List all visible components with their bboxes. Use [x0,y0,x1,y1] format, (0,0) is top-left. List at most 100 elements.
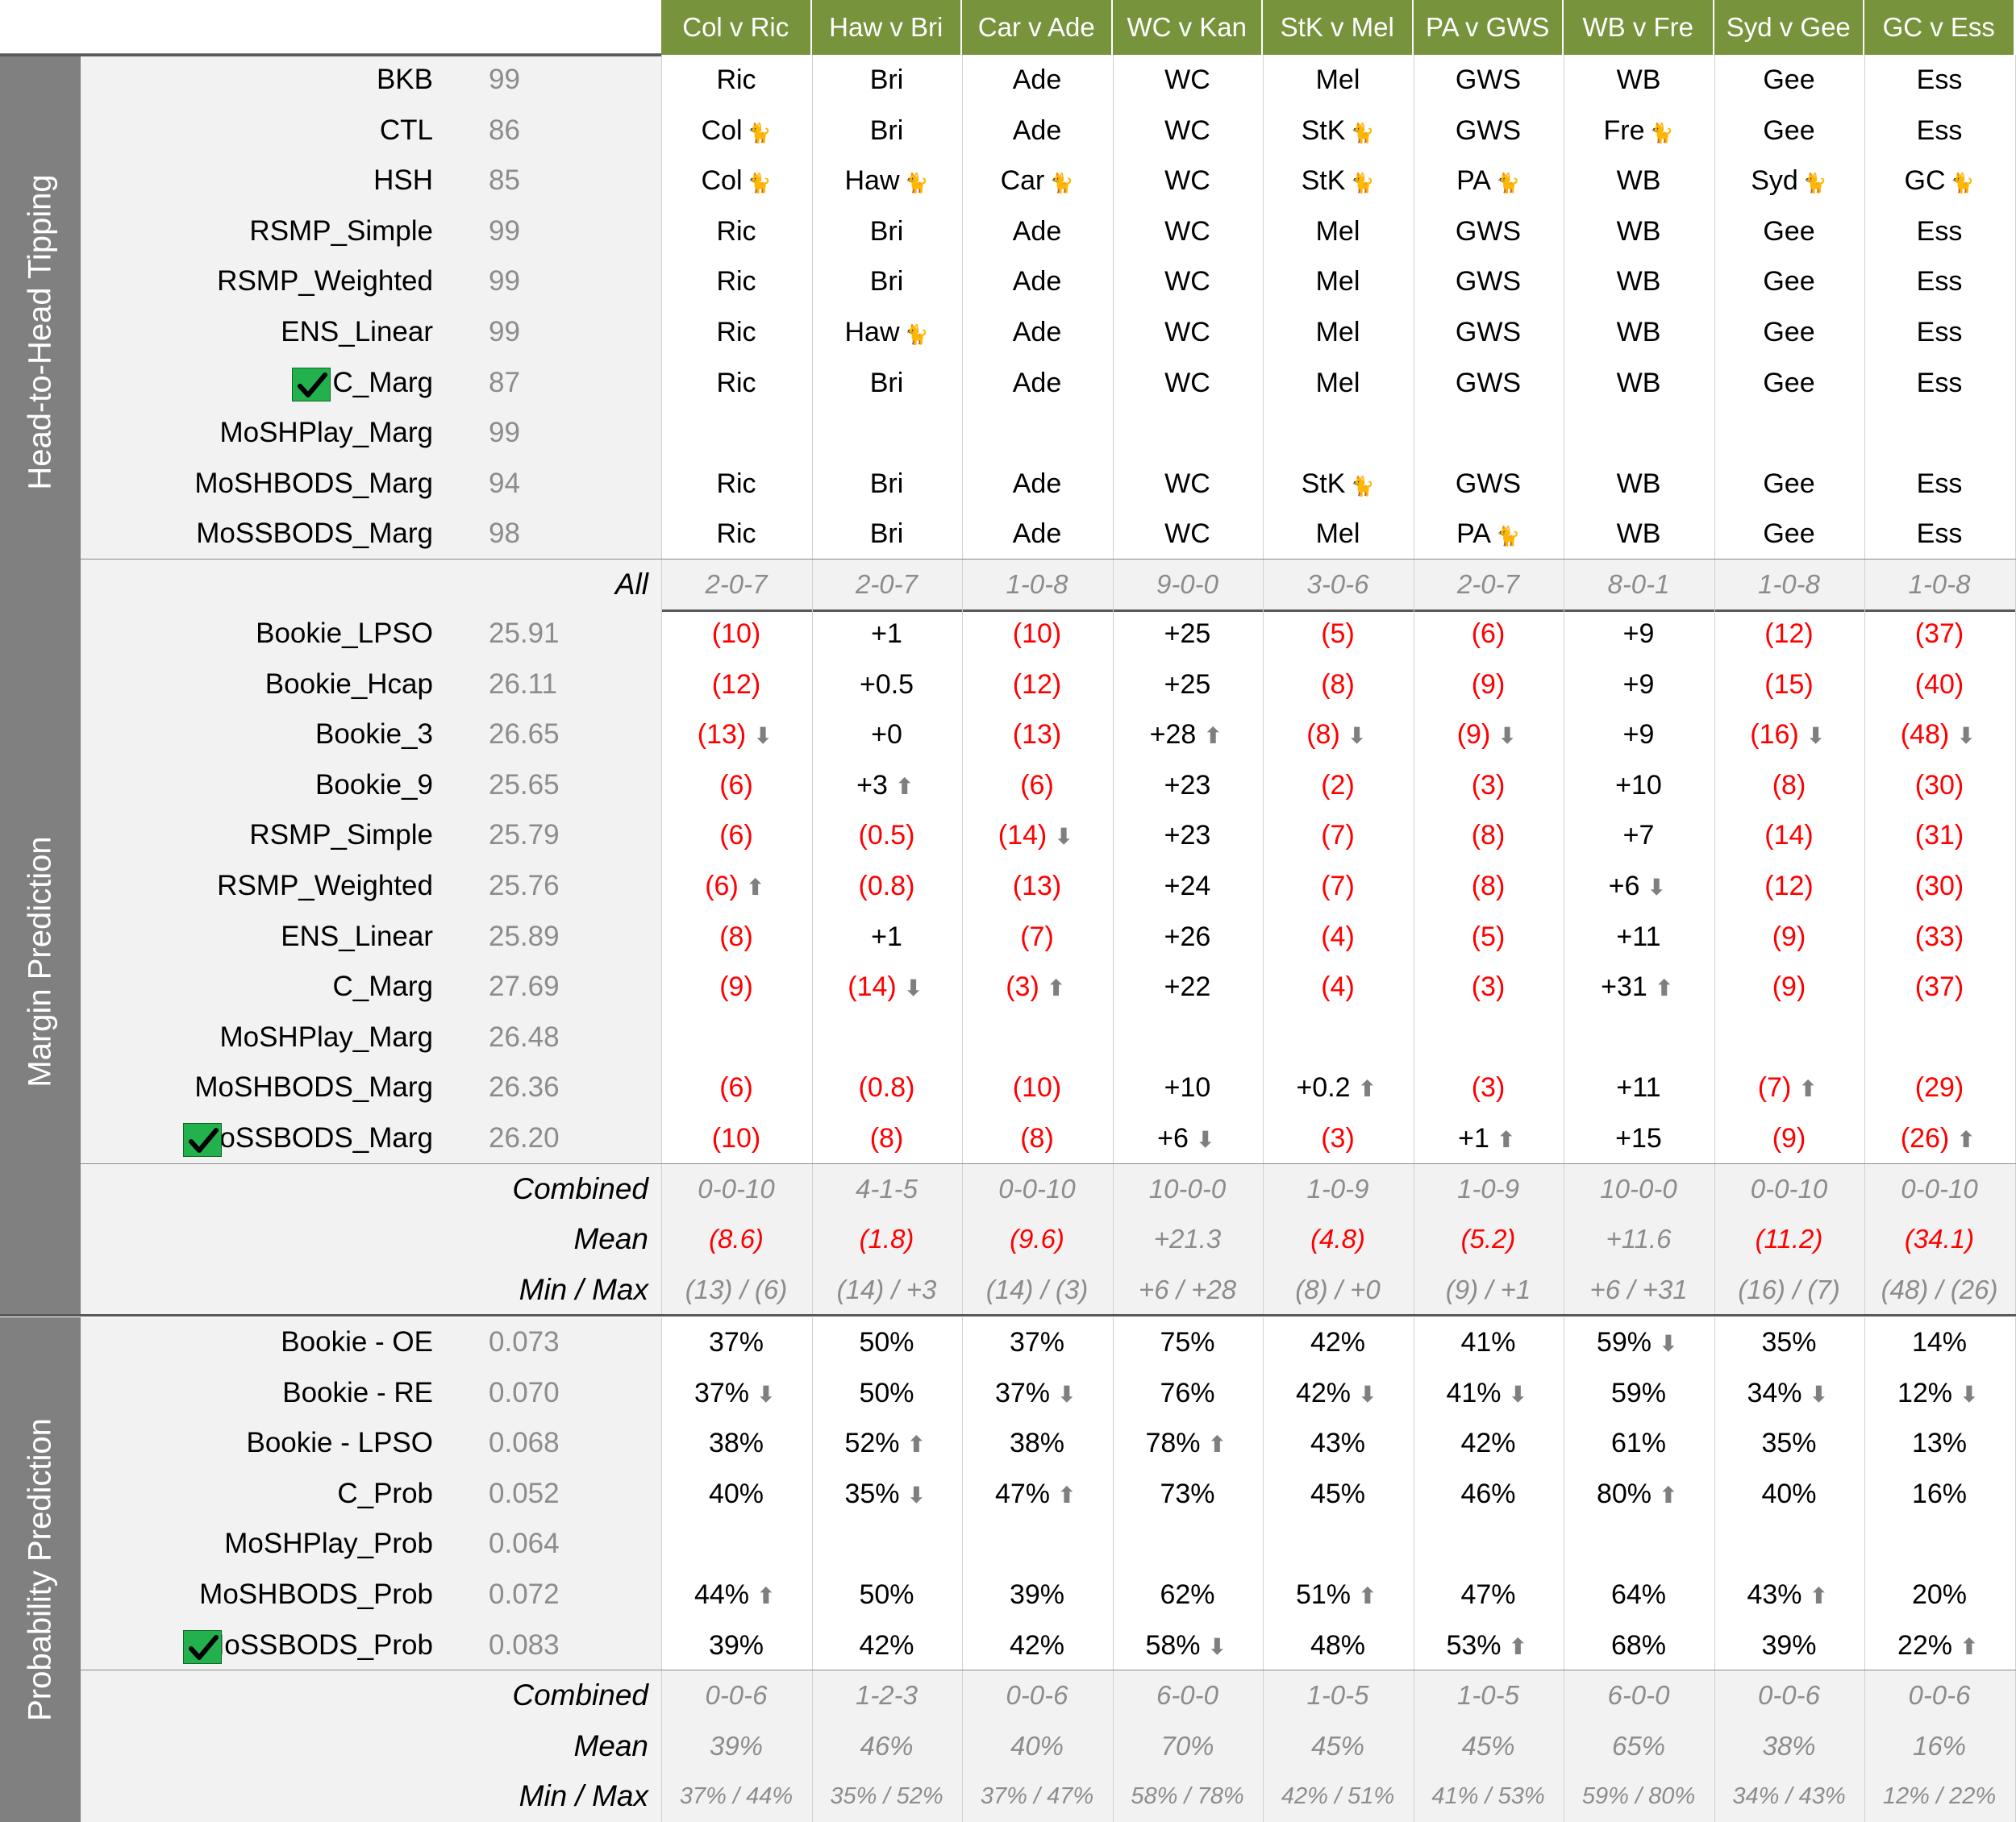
match-header-cell[interactable]: WC v Kan [1112,0,1263,55]
column-divider [1263,1317,1264,1822]
tip-cell: (0.5) [812,810,962,861]
tip-cell: WC [1113,156,1263,206]
tip-cell: +15 [1564,1113,1714,1164]
match-header-cell[interactable]: StK v Mel [1263,0,1414,55]
summary-cell: 1-0-5 [1263,1670,1413,1721]
cell-value: (31) [1914,820,1964,851]
tip-cell: +11 [1564,1063,1714,1113]
column-divider [1112,1670,1114,1822]
summary-cell: 2-0-7 [1414,559,1564,610]
cell-value: Syd [1751,165,1798,197]
summary-cell: (9.6) [962,1214,1112,1265]
column-divider [1263,1163,1264,1316]
cell-value: Ric [716,367,756,398]
cell-value: Ade [1012,114,1062,146]
cell-value: Ric [716,468,756,499]
cell-value: StK [1301,114,1346,146]
match-header-cell[interactable]: Syd v Gee [1714,0,1864,55]
tip-cell: +7 [1564,810,1714,861]
model-row: MoSHBODS_Prob 0.072 44% ⬆ 50% 39% 62% 51% ⬆ 47% 64… [81,1570,2016,1620]
tip-cell [661,1013,811,1063]
column-divider [1112,609,1114,1316]
summary-value: 0-0-6 [1908,1680,1971,1711]
tip-cell: Ric [661,509,811,559]
match-header-cell[interactable]: PA v GWS [1413,0,1564,55]
cat-icon: 🐈 [1649,122,1674,144]
cell-value: Mel [1315,518,1360,550]
tip-cell: +0.5 [812,659,962,710]
match-header-cell[interactable]: Col v Ric [661,0,812,55]
tip-cell: (10) [661,609,811,659]
arrow-down-icon: ⬇ [1057,1381,1077,1407]
summary-value: 1-2-3 [855,1680,918,1711]
cell-value: 59% [1596,1327,1652,1358]
summary-cell: 10-0-0 [1564,1164,1714,1215]
cell-value: 51% [1295,1579,1352,1610]
summary-value: (34.1) [1904,1224,1975,1254]
column-divider [1112,559,1114,610]
cell-value: (30) [1914,871,1964,901]
column-divider [2014,559,2016,610]
arrow-up-icon: ⬆ [1047,975,1066,1001]
cell-value: 20% [1911,1579,1968,1610]
tip-cell [1263,1013,1413,1063]
column-divider [1263,55,1264,610]
column-divider [1263,559,1264,610]
cat-icon: 🐈 [747,173,772,195]
summary-cell: 16% [1864,1721,2014,1772]
summary-cell: 1-0-9 [1263,1164,1413,1215]
cell-value: GC [1904,165,1946,197]
tip-cell: (8) [812,1113,962,1164]
arrow-up-icon: ⬆ [1960,1633,1979,1659]
match-header-cell[interactable]: WB v Fre [1564,0,1714,55]
column-divider [2014,1163,2016,1316]
tip-cell: Mel [1263,358,1413,409]
cell-value: (6) [1020,769,1054,801]
match-header-cell[interactable]: Haw v Bri [811,0,962,55]
section-border [0,609,2016,612]
cell-value: Gee [1763,64,1815,95]
cat-icon: 🐈 [904,324,929,346]
cell-value: +9 [1622,668,1655,700]
tip-cell: Car 🐈 [962,156,1112,206]
tip-cell: (26) ⬆ [1864,1113,2014,1164]
model-row: RSMP_Weighted 25.76 (6) ⬆ (0.8) (13) +24 (7) (8)… [81,861,2016,912]
tip-cell [812,1013,962,1063]
table-top-border [0,54,661,56]
column-divider [1864,609,1865,1316]
summary-cell: 6-0-0 [1113,1670,1263,1721]
cell-value: 16% [1911,1478,1968,1509]
cell-value: 37% [694,1377,750,1408]
arrow-up-icon: ⬆ [1809,1583,1829,1608]
model-name: HSH [373,164,433,197]
tip-cell: WB [1564,459,1714,510]
model-row: ENS_Linear 99 Ric Haw 🐈 Ade WC Mel GWS WB Gee Ess [81,307,2016,358]
summary-value: (11.2) [1755,1224,1823,1254]
cell-value: (33) [1914,921,1964,952]
summary-cell: 0-0-10 [661,1164,811,1215]
cell-value: 12% [1897,1377,1953,1408]
cell-value: 41% [1446,1377,1502,1408]
tip-cell: Ess [1864,307,2014,358]
tip-cell: Col 🐈 [661,156,811,206]
tip-cell: Bri [812,459,962,510]
cell-value: +0.2 [1296,1072,1351,1104]
summary-value: 41% / 53% [1431,1783,1545,1810]
tip-cell: WB [1564,256,1714,307]
arrow-up-icon: ⬆ [1655,975,1674,1001]
cell-value: (12) [1764,871,1814,901]
tip-cell: WB [1564,509,1714,559]
column-divider [1714,1163,1715,1316]
tip-cell [1564,1519,1714,1570]
cell-value: Bri [869,468,904,499]
summary-value: 12% / 22% [1882,1783,1997,1810]
summary-row: Mean (8.6) (1.8) (9.6) +21.3 (4.8) (5.2) +11.6 (… [81,1214,2016,1265]
model-name: RSMP_Simple [249,214,433,247]
match-header-cell[interactable]: Car v Ade [962,0,1113,55]
match-header-cell[interactable]: GC v Ess [1864,0,2015,55]
tip-cell: +1 [812,912,962,963]
cell-value: GWS [1455,114,1522,146]
summary-value: 3-0-6 [1306,569,1369,599]
tip-cell: 62% [1113,1570,1263,1620]
summary-label: All [614,568,648,601]
